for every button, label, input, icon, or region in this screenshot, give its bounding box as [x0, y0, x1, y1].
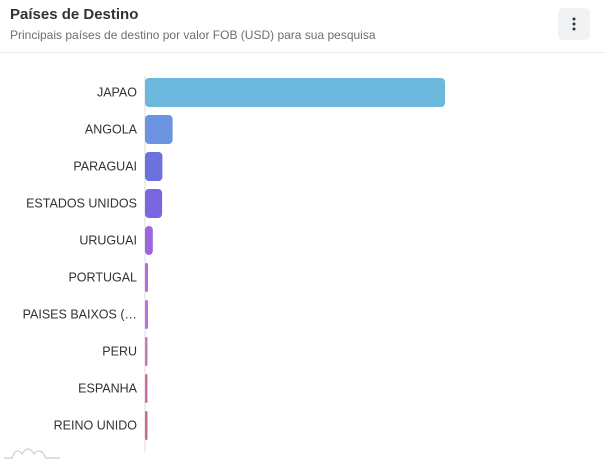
bar[interactable]	[145, 337, 148, 366]
category-label: PARAGUAI	[73, 160, 137, 174]
category-label: PAISES BAIXOS (…	[23, 308, 137, 322]
chart-subtitle: Principais países de destino por valor F…	[10, 28, 376, 42]
category-label: PORTUGAL	[68, 271, 137, 285]
watermark-logo	[4, 448, 60, 459]
bar[interactable]	[145, 152, 163, 181]
bar[interactable]	[145, 115, 173, 144]
category-label: URUGUAI	[79, 234, 137, 248]
header-divider	[0, 52, 605, 53]
bar[interactable]	[145, 189, 163, 218]
category-label: PERU	[102, 345, 137, 359]
chart-title: Países de Destino	[10, 6, 139, 23]
more-options-button[interactable]	[558, 8, 590, 40]
bar[interactable]	[145, 78, 445, 107]
more-vertical-icon	[572, 17, 576, 31]
bar[interactable]	[145, 411, 148, 440]
bar[interactable]	[145, 226, 153, 255]
bar[interactable]	[145, 300, 148, 329]
bar-chart: JAPAO ANGOLA PARAGUAI ESTADOS UNIDOS URUGUAI…	[23, 76, 445, 452]
category-label: REINO UNIDO	[54, 419, 138, 433]
category-label: ESPANHA	[78, 382, 137, 396]
category-label: JAPAO	[97, 86, 137, 100]
bar[interactable]	[145, 263, 148, 292]
bar[interactable]	[145, 374, 148, 403]
category-label: ANGOLA	[85, 123, 138, 137]
category-label: ESTADOS UNIDOS	[26, 197, 137, 211]
